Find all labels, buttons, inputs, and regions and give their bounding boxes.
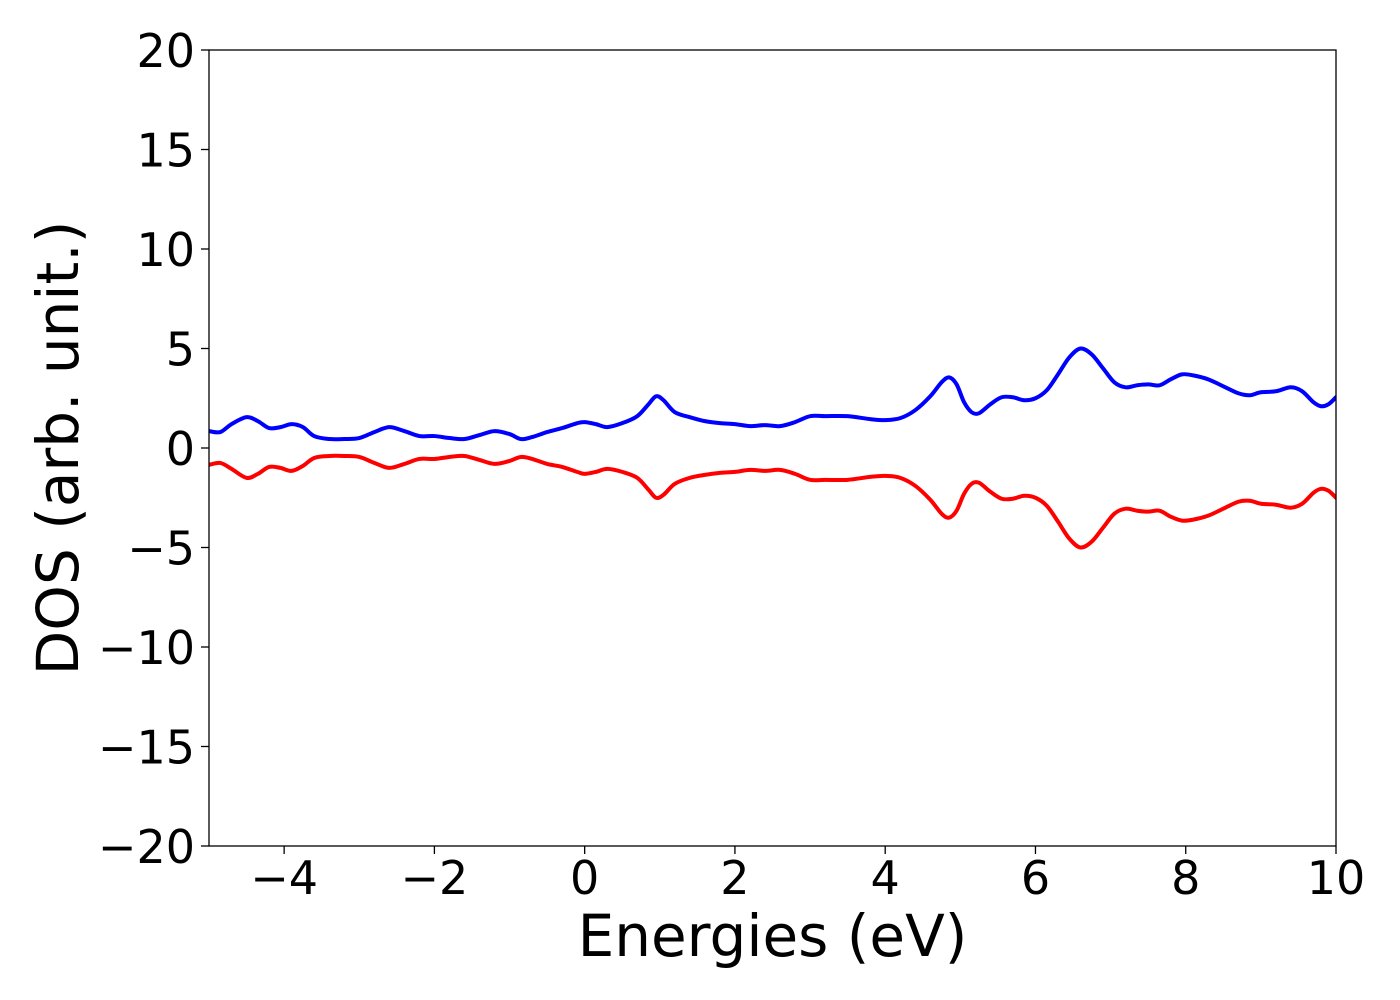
- y-tick-label: 0: [166, 422, 195, 476]
- y-axis-ticks: 20 15 10 5 0 −5 −10 −15 −20: [98, 24, 209, 874]
- y-tick-label: −15: [98, 721, 195, 775]
- x-axis-ticks: −4 −2 0 2 4 6 8 10: [250, 846, 1365, 905]
- series-line-red: [209, 453, 1336, 550]
- y-tick-label: −5: [127, 522, 195, 576]
- x-tick-label: 10: [1307, 851, 1366, 905]
- x-tick-label: −2: [400, 851, 468, 905]
- series-line-blue: [209, 346, 1336, 442]
- x-tick-label: 0: [570, 851, 599, 905]
- y-tick-label: −10: [98, 621, 195, 675]
- y-tick-label: 15: [136, 124, 195, 178]
- x-tick-label: 8: [1171, 851, 1200, 905]
- x-tick-label: 4: [871, 851, 900, 905]
- y-tick-label: 10: [136, 223, 195, 277]
- x-tick-label: −4: [250, 851, 318, 905]
- x-tick-label: 6: [1021, 851, 1050, 905]
- y-tick-label: 20: [136, 24, 195, 78]
- x-axis-label: Energies (eV): [578, 902, 968, 970]
- x-tick-label: 2: [720, 851, 749, 905]
- y-tick-label: −20: [98, 820, 195, 874]
- y-tick-label: 5: [166, 323, 195, 377]
- y-axis-label: DOS (arb. unit.): [24, 221, 92, 676]
- series-layer: [209, 346, 1336, 550]
